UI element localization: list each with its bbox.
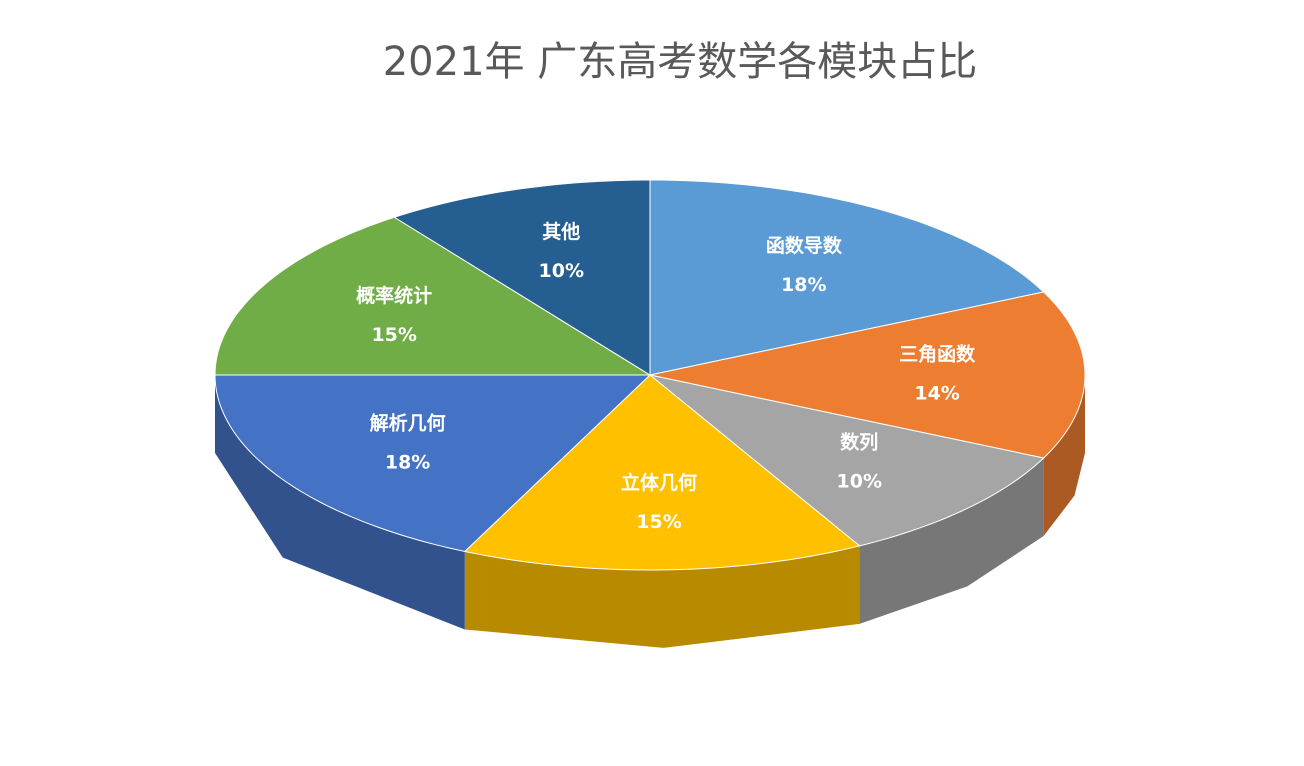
slice-label: 概率统计 [356, 284, 432, 307]
slice-side [464, 545, 860, 648]
value-label: 18% [385, 451, 430, 473]
slice-label: 立体几何 [621, 471, 697, 494]
value-label: 10% [539, 260, 584, 282]
slice-label: 三角函数 [899, 343, 976, 366]
slice [649, 374, 1045, 547]
slice-side [1043, 375, 1085, 537]
slice-side [215, 375, 465, 630]
slice [393, 179, 651, 376]
slice-label: 解析几何 [370, 411, 446, 434]
slice-label: 数列 [840, 431, 878, 454]
value-label: 10% [837, 471, 882, 493]
slice [214, 374, 652, 552]
chart-title: 2021年 广东高考数学各模块占比 [383, 39, 978, 85]
value-label: 18% [781, 274, 826, 296]
value-label: 15% [636, 511, 681, 533]
value-label: 14% [914, 383, 959, 405]
slice-side [859, 458, 1044, 624]
slice [649, 291, 1086, 459]
slice [463, 374, 861, 571]
value-label: 15% [371, 324, 416, 346]
slice [214, 216, 652, 376]
slice [649, 179, 1045, 376]
slice-label: 函数导数 [766, 234, 843, 257]
slice-label: 其他 [542, 220, 580, 243]
